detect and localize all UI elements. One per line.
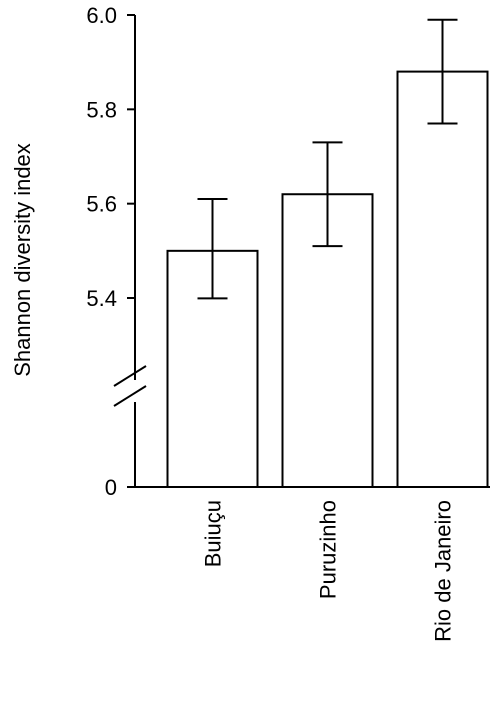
axis-break-mark bbox=[113, 365, 147, 387]
x-tick-label: Rio de Janeiro bbox=[431, 500, 456, 642]
y-tick-label: 6.0 bbox=[86, 3, 117, 28]
y-tick-label: 0 bbox=[105, 475, 117, 500]
y-tick-label: 5.4 bbox=[86, 286, 117, 311]
axis-break-mark bbox=[113, 385, 147, 407]
bar bbox=[396, 70, 489, 488]
y-tick-label: 5.8 bbox=[86, 97, 117, 122]
y-tick-label: 5.6 bbox=[86, 192, 117, 217]
y-axis-title: Shannon diversity index bbox=[10, 143, 35, 377]
x-tick-label: Puruzinho bbox=[316, 500, 341, 599]
x-tick-label: Buiuçu bbox=[201, 500, 226, 567]
